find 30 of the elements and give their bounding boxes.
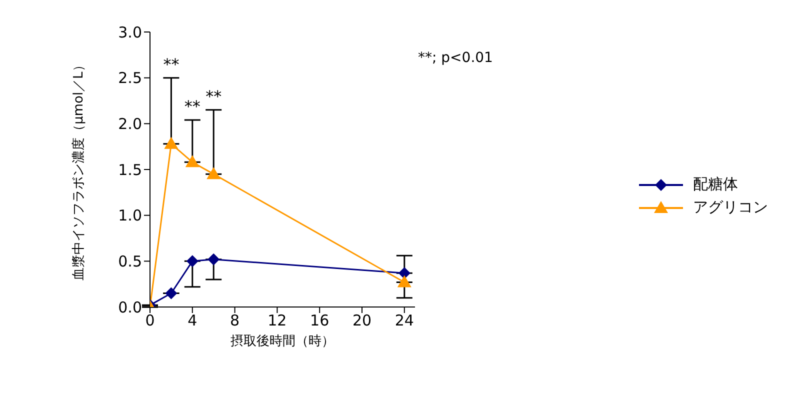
annotation: **: [206, 86, 222, 106]
x-tick-label: 20: [352, 312, 372, 330]
point: [186, 255, 198, 268]
x-tick-label: 24: [394, 312, 414, 330]
x-tick-label: 16: [310, 312, 330, 330]
y-tick-label: 1.5: [118, 160, 142, 179]
point: [398, 267, 410, 280]
annotation: **: [184, 97, 200, 116]
annotation: **: [163, 54, 180, 74]
y-tick-label: 2.0: [118, 114, 142, 133]
x-tick-label: 12: [268, 312, 287, 330]
y-tick-label: 0.0: [118, 298, 142, 316]
y-tick-label: 3.0: [118, 23, 142, 42]
y-tick-label: 0.5: [118, 252, 142, 270]
y-axis-title: 血漿中イソフラボン濃度（μmol／L）: [70, 58, 87, 280]
text: **; p<0.01: [418, 50, 493, 66]
x-tick-label: 4: [188, 312, 198, 330]
y-tick-label: 2.5: [118, 69, 142, 88]
x-tick-label: 0: [145, 312, 155, 330]
point: [185, 155, 200, 168]
x-tick-label: 8: [230, 312, 240, 330]
point: [397, 275, 412, 288]
point: [206, 167, 221, 180]
y-tick-label: 1.0: [118, 206, 142, 225]
point: [208, 253, 220, 266]
point: [165, 287, 178, 300]
x-axis-title: 摂取後時間（時）: [230, 334, 334, 349]
point: [164, 136, 178, 149]
legend-label: アグリコン: [693, 198, 768, 217]
legend-label: 配糖体: [693, 175, 738, 194]
